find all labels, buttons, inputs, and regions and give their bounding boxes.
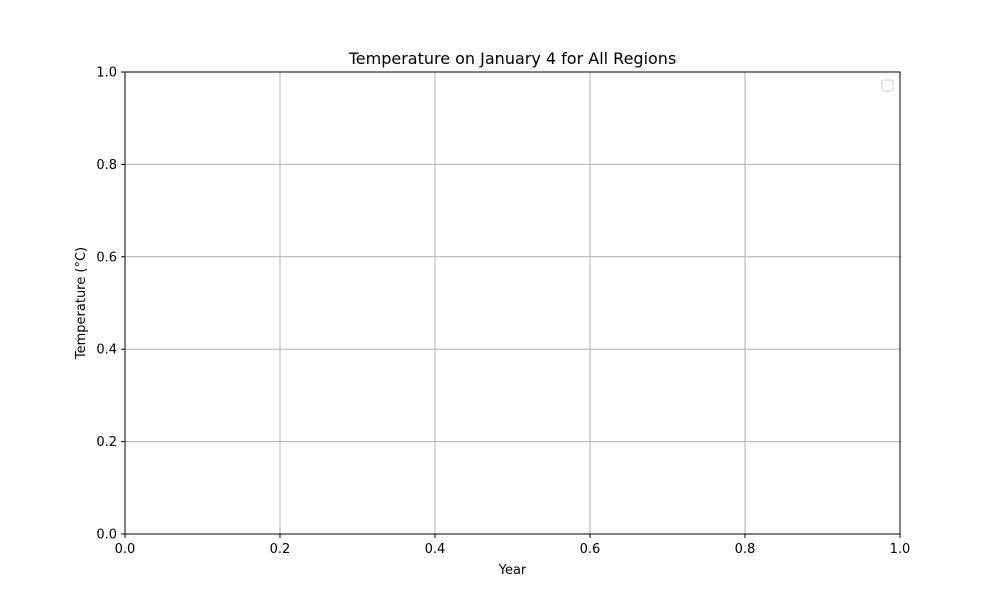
x-tick-label: 0.8 bbox=[735, 542, 756, 557]
x-tick-label: 0.6 bbox=[580, 542, 601, 557]
y-tick-label: 0.8 bbox=[96, 158, 117, 173]
x-tick-label: 1.0 bbox=[890, 542, 911, 557]
x-tick-label: 0.4 bbox=[425, 542, 446, 557]
x-tick-label: 0.0 bbox=[115, 542, 136, 557]
plot-area bbox=[125, 72, 900, 534]
chart-title: Temperature on January 4 for All Regions bbox=[348, 49, 677, 68]
y-tick-label: 0.2 bbox=[96, 435, 117, 450]
y-tick-label: 0.4 bbox=[96, 343, 117, 358]
x-tick-label: 0.2 bbox=[270, 542, 291, 557]
y-tick-label: 0.0 bbox=[96, 528, 117, 543]
y-tick-label: 1.0 bbox=[96, 66, 117, 81]
y-tick-label: 0.6 bbox=[96, 250, 117, 265]
y-axis-label: Temperature (°C) bbox=[74, 247, 89, 360]
x-axis-label: Year bbox=[498, 563, 527, 578]
ticks: 0.0 0.2 0.4 0.6 0.8 1.0 0.0 0.2 0.4 0.6 0.8 1.0 bbox=[96, 66, 910, 558]
axes-frame bbox=[124, 71, 901, 535]
legend-box bbox=[881, 79, 894, 92]
